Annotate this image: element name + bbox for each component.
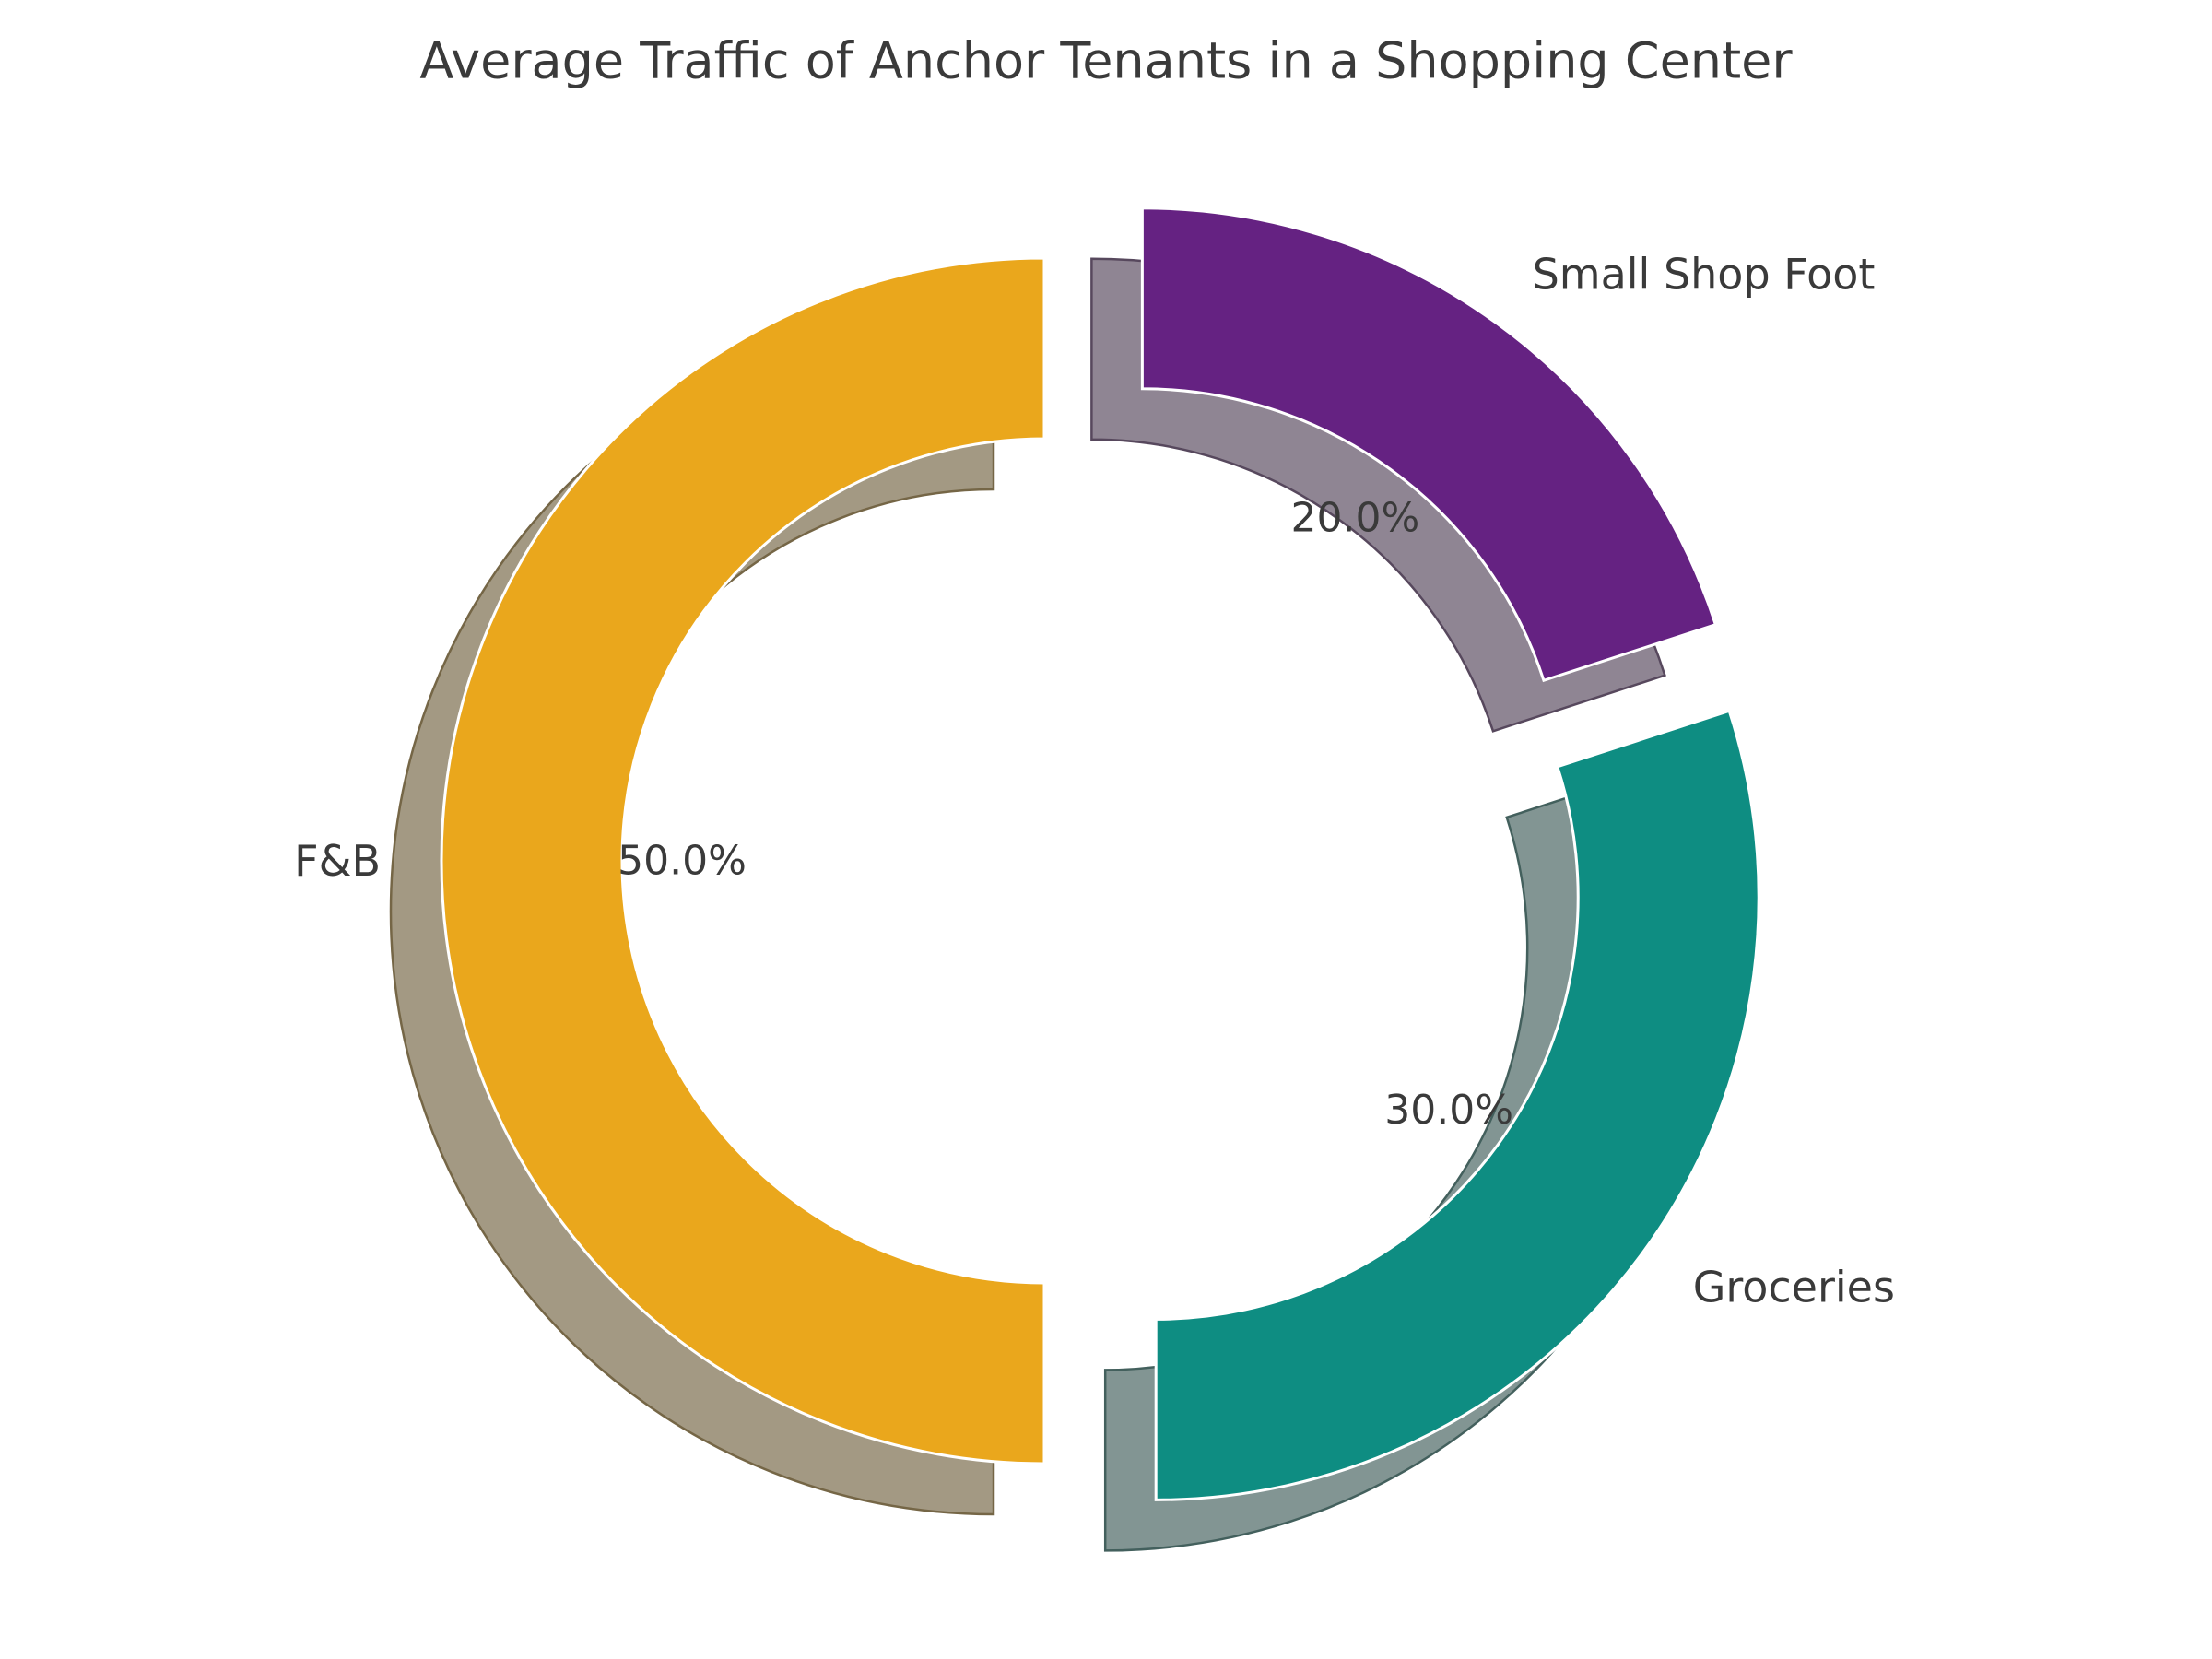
wedge-f-b: [440, 256, 1046, 1465]
wedges-layer: [440, 206, 1760, 1501]
slice-label-groceries: Groceries: [1693, 1263, 1895, 1312]
chart-title: Average Traffic of Anchor Tenants in a S…: [419, 32, 1793, 90]
pct-label-small-shop-foot: 20.0%: [1290, 494, 1419, 541]
pct-label-groceries: 30.0%: [1384, 1087, 1513, 1134]
pct-label-f-b: 50.0%: [618, 838, 747, 885]
wedge-groceries: [1154, 709, 1760, 1501]
slice-label-small-shop-foot: Small Shop Foot: [1533, 249, 1876, 299]
slice-label-f-b: F&B: [294, 836, 381, 886]
wedge-small-shop-foot: [1140, 206, 1718, 683]
labels-layer: F&B 50.0% Groceries 30.0% Small Shop Foot 20.…: [294, 249, 1895, 1312]
